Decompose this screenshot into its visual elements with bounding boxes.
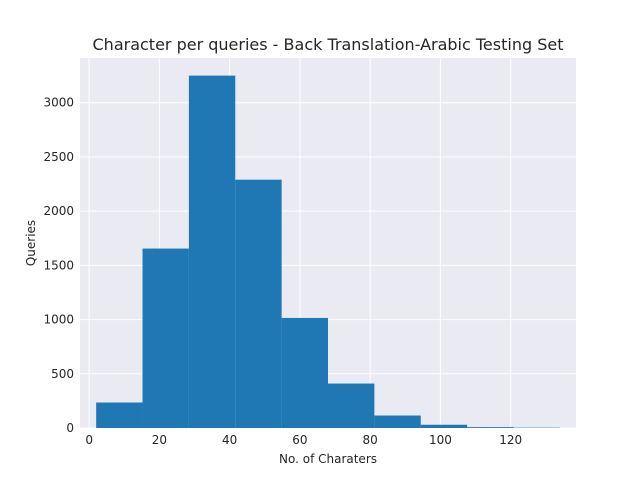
x-tick-label: 60 bbox=[292, 433, 307, 447]
y-tick-label: 2500 bbox=[43, 150, 74, 164]
histogram-bar bbox=[96, 402, 143, 428]
y-tick-label: 0 bbox=[66, 421, 74, 435]
x-tick-label: 120 bbox=[499, 433, 522, 447]
bars bbox=[96, 75, 560, 428]
histogram-bar bbox=[328, 383, 375, 428]
x-tick-label: 40 bbox=[222, 433, 237, 447]
histogram-bar bbox=[467, 427, 514, 428]
histogram-bar bbox=[420, 424, 468, 428]
y-tick-label: 2000 bbox=[43, 204, 74, 218]
y-tick-labels: 0 500 1000 1500 2000 2500 3000 bbox=[43, 96, 74, 435]
histogram-bar bbox=[188, 75, 236, 428]
y-tick-label: 500 bbox=[51, 367, 74, 381]
y-tick-label: 1000 bbox=[43, 313, 74, 327]
x-tick-label: 100 bbox=[429, 433, 452, 447]
x-tick-label: 80 bbox=[363, 433, 378, 447]
y-axis-label: Queries bbox=[24, 220, 38, 266]
histogram-bar bbox=[374, 415, 421, 428]
histogram-bar bbox=[281, 317, 328, 428]
x-tick-label: 20 bbox=[152, 433, 167, 447]
x-tick-label: 0 bbox=[85, 433, 93, 447]
y-tick-label: 3000 bbox=[43, 96, 74, 110]
x-axis-label: No. of Charaters bbox=[279, 452, 377, 466]
histogram-bar bbox=[235, 179, 282, 428]
y-tick-label: 1500 bbox=[43, 258, 74, 272]
chart-title: Character per queries - Back Translation… bbox=[93, 35, 564, 54]
histogram-bar bbox=[142, 248, 189, 428]
x-tick-labels: 0 20 40 60 80 100 120 bbox=[85, 433, 522, 447]
